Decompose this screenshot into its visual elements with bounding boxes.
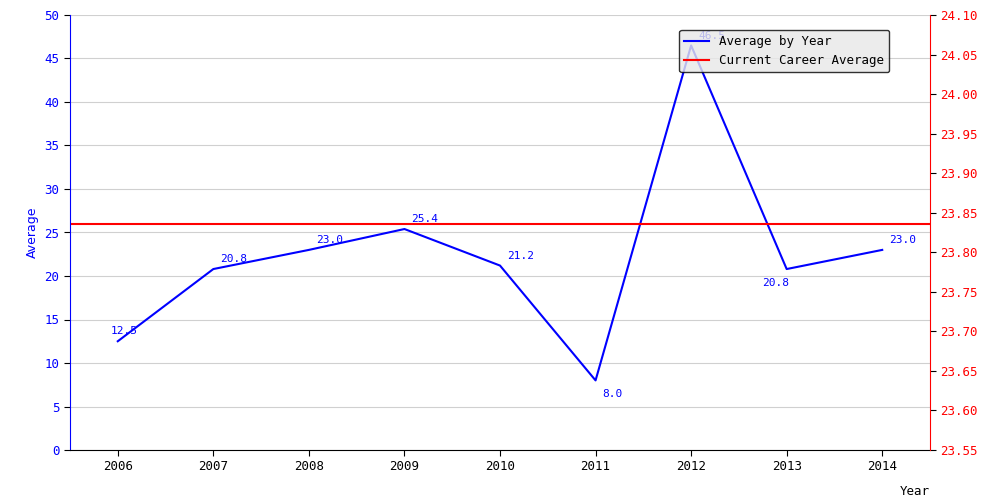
- Line: Average by Year: Average by Year: [118, 46, 882, 380]
- Text: 20.8: 20.8: [220, 254, 247, 264]
- Average by Year: [112, 338, 124, 344]
- Average by Year: [590, 378, 602, 384]
- Average by Year: [398, 226, 410, 232]
- Legend: Average by Year, Current Career Average: Average by Year, Current Career Average: [679, 30, 889, 72]
- Text: 12.5: 12.5: [111, 326, 138, 336]
- Text: 20.8: 20.8: [762, 278, 789, 287]
- Text: 21.2: 21.2: [507, 250, 534, 260]
- Y-axis label: Average: Average: [26, 207, 39, 258]
- Text: 23.0: 23.0: [889, 235, 916, 245]
- Average by Year: [781, 266, 793, 272]
- Average by Year: [685, 42, 697, 48]
- Text: Year: Year: [900, 485, 930, 498]
- Average by Year: [494, 262, 506, 268]
- Text: 25.4: 25.4: [411, 214, 438, 224]
- Average by Year: [303, 247, 315, 253]
- Average by Year: [207, 266, 219, 272]
- Text: 8.0: 8.0: [602, 389, 623, 399]
- Average by Year: [876, 247, 888, 253]
- Text: 46.5: 46.5: [698, 30, 725, 40]
- Text: 23.0: 23.0: [316, 235, 343, 245]
